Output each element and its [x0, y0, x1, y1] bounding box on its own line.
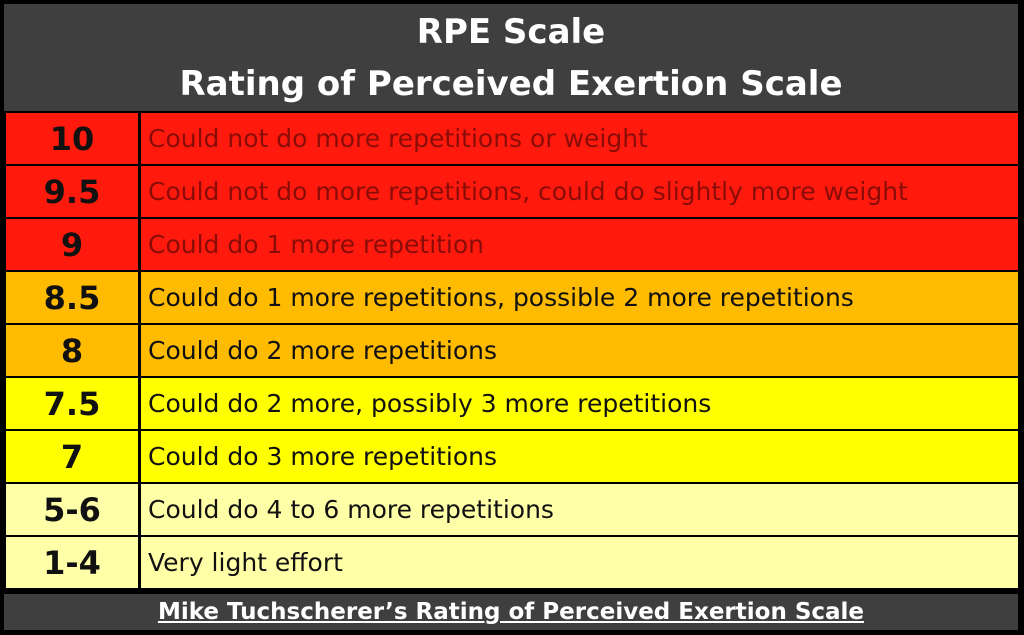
table-row: 8 Could do 2 more repetitions	[4, 325, 1018, 376]
table-row: 5-6 Could do 4 to 6 more repetitions	[4, 484, 1018, 535]
rating-cell: 10	[6, 113, 138, 164]
rating-cell: 9	[6, 219, 138, 270]
description-cell: Could do 2 more, possibly 3 more repetit…	[141, 378, 1018, 429]
description-cell: Could do 3 more repetitions	[141, 431, 1018, 482]
rating-cell: 9.5	[6, 166, 138, 217]
description-cell: Very light effort	[141, 537, 1018, 588]
table-header: RPE Scale Rating of Perceived Exertion S…	[4, 4, 1018, 111]
description-cell: Could do 1 more repetitions, possible 2 …	[141, 272, 1018, 323]
table-row: 7.5 Could do 2 more, possibly 3 more rep…	[4, 378, 1018, 429]
table-title: RPE Scale	[416, 12, 606, 52]
description-cell: Could not do more repetitions, could do …	[141, 166, 1018, 217]
table-row: 9.5 Could not do more repetitions, could…	[4, 166, 1018, 217]
rating-cell: 8	[6, 325, 138, 376]
footer-caption: Mike Tuchscherer’s Rating of Perceived E…	[157, 599, 865, 625]
description-cell: Could do 2 more repetitions	[141, 325, 1018, 376]
rating-cell: 7	[6, 431, 138, 482]
description-cell: Could not do more repetitions or weight	[141, 113, 1018, 164]
table-footer: Mike Tuchscherer’s Rating of Perceived E…	[4, 594, 1018, 630]
table-row: 10 Could not do more repetitions or weig…	[4, 113, 1018, 164]
rating-cell: 1-4	[6, 537, 138, 588]
table-subtitle: Rating of Perceived Exertion Scale	[179, 64, 843, 104]
table-row: 9 Could do 1 more repetition	[4, 219, 1018, 270]
rating-cell: 8.5	[6, 272, 138, 323]
rating-cell: 7.5	[6, 378, 138, 429]
rating-cell: 5-6	[6, 484, 138, 535]
description-cell: Could do 1 more repetition	[141, 219, 1018, 270]
description-cell: Could do 4 to 6 more repetitions	[141, 484, 1018, 535]
table-row: 8.5 Could do 1 more repetitions, possibl…	[4, 272, 1018, 323]
table-row: 7 Could do 3 more repetitions	[4, 431, 1018, 482]
table-row: 1-4 Very light effort	[4, 537, 1018, 588]
